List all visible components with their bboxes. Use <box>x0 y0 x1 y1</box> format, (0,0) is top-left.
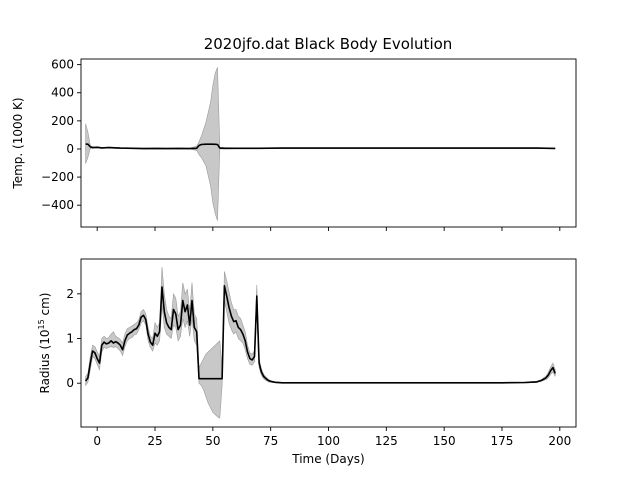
y-tick-label: 2 <box>66 287 74 301</box>
y-axis-label: Radius (1015 cm) <box>37 293 52 394</box>
x-tick-label: 150 <box>433 434 456 448</box>
series-line <box>85 143 556 150</box>
x-axis-label: Time (Days) <box>291 452 365 466</box>
y-tick-label: 600 <box>51 58 74 72</box>
x-tick-label: 200 <box>548 434 571 448</box>
y-axis-label: Temp. (1000 K) <box>11 97 25 189</box>
uncertainty-band <box>85 67 556 221</box>
x-tick-label: 50 <box>205 434 220 448</box>
uncertainty-band <box>85 266 556 419</box>
series-line <box>84 284 556 384</box>
plot-area <box>85 67 556 221</box>
chart-title: 2020jfo.dat Black Body Evolution <box>204 35 453 53</box>
x-tick-label: 0 <box>93 434 101 448</box>
temperature-panel: −400 −200 0 200 400 600 Temp. (1000 K) <box>11 58 577 231</box>
y-tick-label: 0 <box>66 376 74 390</box>
x-tick-label: 100 <box>317 434 340 448</box>
y-tick-label: 0 <box>66 142 74 156</box>
axes-frame <box>80 58 577 228</box>
y-tick-label: 400 <box>51 86 74 100</box>
x-tick-label: 25 <box>147 434 162 448</box>
y-tick-label: −200 <box>41 170 74 184</box>
y-tick-label: −400 <box>41 198 74 212</box>
plot-area <box>84 266 556 419</box>
y-tick-label: 1 <box>66 332 74 346</box>
radius-panel: 0 25 50 75 100 125 150 175 200 0 1 2 Radius (1015 cm… <box>37 258 577 466</box>
x-tick-label: 125 <box>375 434 398 448</box>
x-tick-label: 75 <box>263 434 278 448</box>
y-tick-label: 200 <box>51 114 74 128</box>
x-tick-label: 175 <box>491 434 514 448</box>
